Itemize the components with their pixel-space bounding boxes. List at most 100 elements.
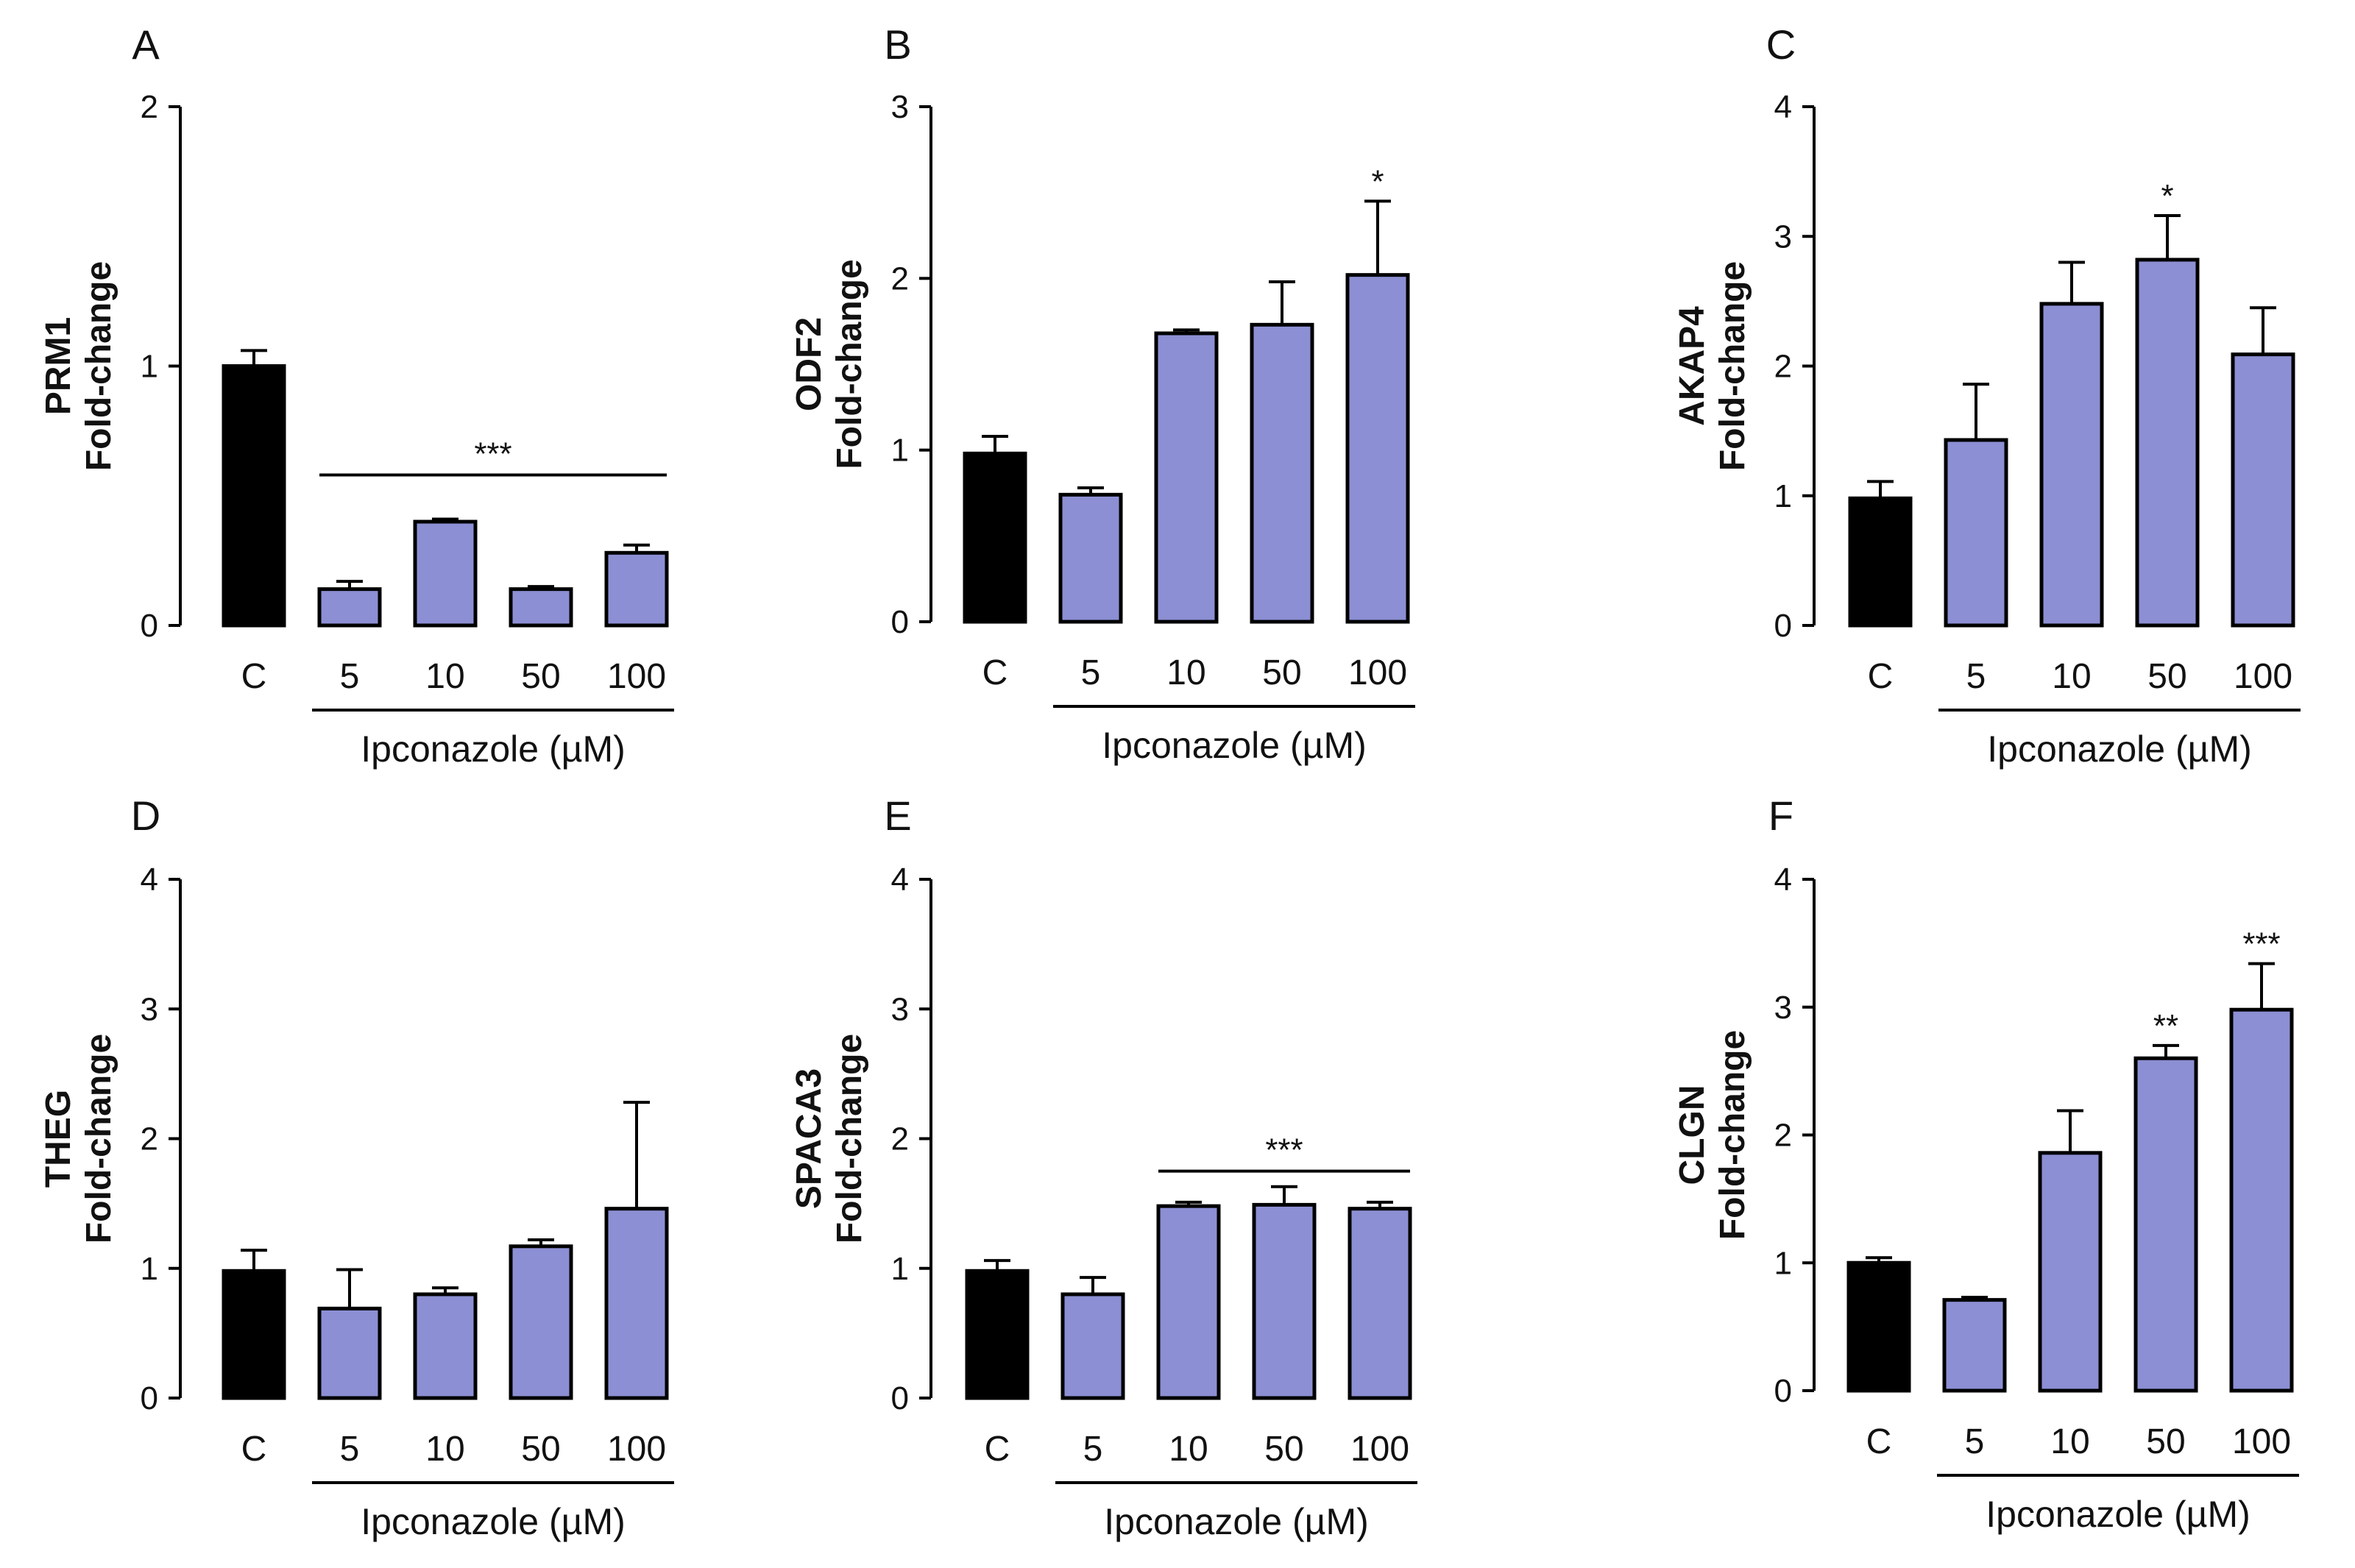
- y-tick-label: 2: [141, 89, 158, 125]
- bar-C: [222, 364, 286, 628]
- significance-marker: **: [2153, 1008, 2178, 1044]
- significance-marker: *: [2161, 178, 2173, 214]
- category-label: 10: [425, 657, 464, 696]
- panel-d: D 0 1 2 3 4 THEG Fold-change C 5 10 50 100 Ipconazole…: [39, 792, 674, 1542]
- y-axis-label: Fold-change: [1713, 1030, 1752, 1240]
- panel-letter: F: [1768, 792, 1793, 839]
- category-label: 50: [2146, 1422, 2185, 1461]
- y-axis-label: Fold-change: [79, 1034, 118, 1244]
- bar-10: [2038, 1151, 2103, 1393]
- category-label: 5: [1081, 653, 1101, 692]
- y-tick-label: 2: [891, 260, 909, 297]
- y-tick-label: 4: [1774, 862, 1792, 898]
- y-tick-label: 2: [891, 1121, 909, 1157]
- y-tick-label: 3: [1774, 219, 1792, 255]
- y-tick-label: 1: [891, 1251, 909, 1287]
- y-tick-label: 1: [1774, 478, 1792, 514]
- bar-5: [1060, 1292, 1125, 1400]
- category-label: 5: [340, 1430, 360, 1469]
- x-axis-label: Ipconazole (µM): [1986, 1494, 2250, 1535]
- bar-10: [413, 519, 478, 628]
- bar-50: [1250, 322, 1314, 624]
- panel-letter: A: [132, 21, 160, 68]
- y-axis-gene-label: AKAP4: [1673, 306, 1712, 426]
- bar-5: [1058, 492, 1123, 624]
- bar-50: [2135, 258, 2200, 628]
- x-axis-label: Ipconazole (µM): [1102, 725, 1367, 766]
- bar-100: [2229, 1007, 2294, 1393]
- bar-10: [1154, 331, 1219, 624]
- bar-100: [1348, 1207, 1412, 1400]
- significance-marker: ***: [2242, 926, 2280, 962]
- y-tick-label: 1: [141, 349, 158, 385]
- significance-marker: *: [1371, 163, 1384, 199]
- category-label: 50: [2147, 657, 2186, 696]
- y-tick-label: 3: [141, 991, 158, 1027]
- bar-50: [2133, 1056, 2198, 1393]
- y-tick-label: 1: [1774, 1245, 1792, 1281]
- category-label: C: [985, 1430, 1010, 1469]
- x-axis-label: Ipconazole (µM): [1104, 1501, 1369, 1542]
- y-axis-gene-label: PRM1: [39, 317, 78, 415]
- bar-100: [2231, 352, 2295, 628]
- y-tick-label: 4: [1774, 89, 1792, 125]
- category-label: C: [1866, 1422, 1892, 1461]
- y-tick-label: 0: [891, 604, 909, 640]
- bar-100: [604, 1207, 669, 1400]
- category-label: 10: [1169, 1430, 1208, 1469]
- bar-10: [1156, 1204, 1221, 1400]
- category-label: 5: [1965, 1422, 1985, 1461]
- x-axis-label: Ipconazole (µM): [361, 1501, 626, 1542]
- y-tick-label: 0: [1774, 1373, 1792, 1409]
- bar-100: [1345, 273, 1410, 624]
- bar-10: [413, 1292, 478, 1400]
- category-label: 50: [521, 1430, 560, 1469]
- panel-f: F 0 1 2 3 4 CLGN Fold-change C 5 10 50 ** 100 *** Ipcon…: [1673, 792, 2299, 1535]
- y-tick-label: 3: [1774, 990, 1792, 1026]
- panel-a: A 0 1 2 PRM1 Fold-change C 5 10 50 100 *** Ipconazol…: [39, 21, 674, 770]
- y-axis-gene-label: CLGN: [1673, 1085, 1712, 1185]
- category-label: 5: [340, 657, 360, 696]
- panel-letter: E: [884, 792, 911, 839]
- y-tick-label: 4: [891, 862, 909, 898]
- bar-50: [509, 1244, 573, 1400]
- bar-5: [317, 587, 382, 628]
- y-axis-label: Fold-change: [830, 1034, 869, 1244]
- bar-5: [1944, 438, 2008, 628]
- panel-letter: C: [1766, 21, 1796, 68]
- bar-C: [222, 1269, 286, 1400]
- category-label: 100: [1350, 1430, 1409, 1469]
- y-tick-label: 0: [1774, 608, 1792, 644]
- category-label: 100: [2234, 657, 2292, 696]
- panel-b: B 0 1 2 3 ODF2 Fold-change C 5 10 50 100 * Ipconazole…: [790, 21, 1415, 766]
- category-label: 100: [607, 1430, 666, 1469]
- bar-100: [604, 550, 669, 628]
- y-axis-label: Fold-change: [830, 259, 869, 469]
- y-axis-gene-label: ODF2: [790, 317, 829, 411]
- y-tick-label: 1: [891, 433, 909, 469]
- category-label: 100: [607, 657, 666, 696]
- category-label: C: [241, 657, 267, 696]
- bar-C: [1846, 1260, 1911, 1393]
- category-label: 10: [1166, 653, 1205, 692]
- y-axis-gene-label: SPACA3: [790, 1068, 829, 1209]
- bar-C: [965, 1269, 1030, 1400]
- bar-50: [1252, 1202, 1317, 1400]
- y-tick-label: 1: [141, 1251, 158, 1287]
- category-label: C: [1868, 657, 1894, 696]
- y-axis-gene-label: THEG: [39, 1090, 78, 1188]
- y-tick-label: 0: [141, 608, 158, 644]
- panel-e: E 0 1 2 3 4 SPACA3 Fold-change C 5 10 50 100 *** Ipcon…: [790, 792, 1417, 1542]
- y-tick-label: 3: [891, 89, 909, 125]
- category-label: 50: [1262, 653, 1301, 692]
- category-label: 100: [1348, 653, 1407, 692]
- y-tick-label: 0: [891, 1380, 909, 1416]
- y-axis-label: Fold-change: [1713, 261, 1752, 471]
- significance-marker: ***: [1265, 1132, 1303, 1168]
- bar-C: [963, 451, 1027, 624]
- y-tick-label: 0: [141, 1380, 158, 1416]
- y-tick-label: 4: [141, 862, 158, 898]
- bar-5: [317, 1306, 382, 1400]
- y-tick-label: 2: [1774, 349, 1792, 385]
